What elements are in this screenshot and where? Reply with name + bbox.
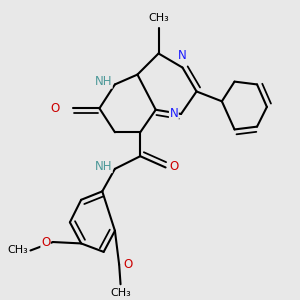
Text: N: N (178, 49, 187, 62)
Text: O: O (51, 102, 60, 115)
Text: O: O (170, 160, 179, 172)
Text: NH: NH (94, 75, 112, 88)
Text: O: O (123, 258, 133, 271)
Text: CH₃: CH₃ (7, 245, 28, 256)
Text: CH₃: CH₃ (148, 13, 169, 22)
Text: O: O (41, 236, 50, 248)
Text: N: N (169, 107, 178, 121)
Text: NH: NH (94, 160, 112, 172)
Text: CH₃: CH₃ (110, 289, 131, 298)
